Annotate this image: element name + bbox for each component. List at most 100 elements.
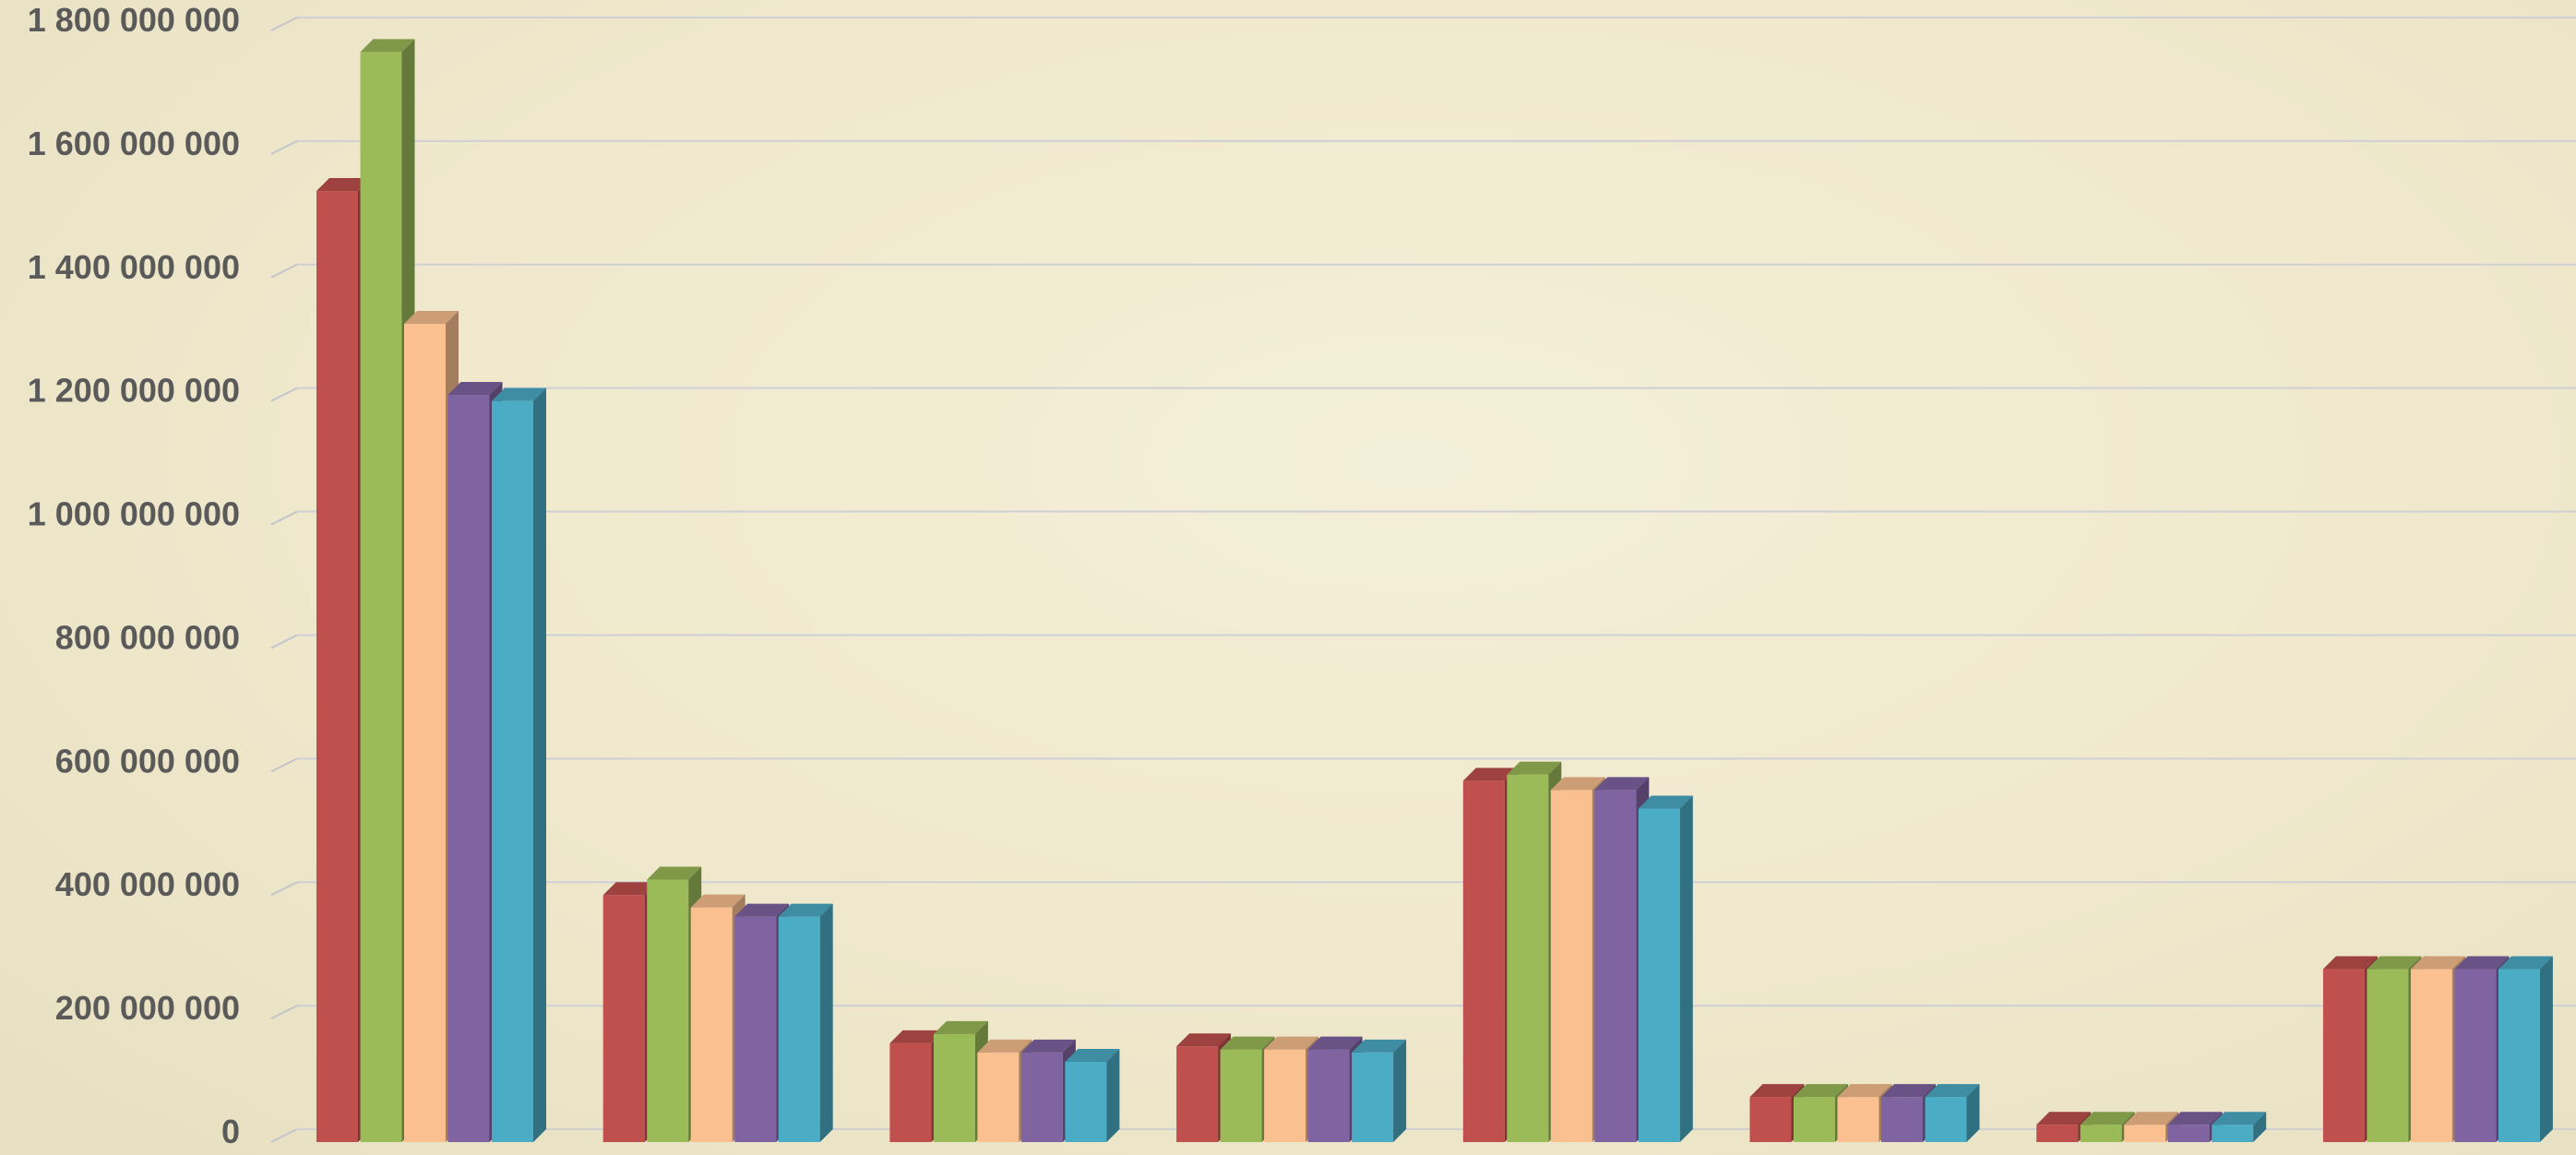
- bar-top: [1176, 1033, 1232, 1047]
- y-tick-label: 600 000 000: [55, 742, 240, 780]
- y-tick-label: 800 000 000: [55, 618, 240, 656]
- bar-front: [1220, 1049, 1262, 1142]
- bar-side: [1679, 795, 1693, 1142]
- bar-top: [602, 882, 658, 896]
- bar-top: [1925, 1084, 1980, 1098]
- gridline-depth: [270, 1005, 298, 1020]
- bar-front: [1594, 790, 1637, 1142]
- bar-top: [1749, 1084, 1805, 1098]
- bar-front: [734, 916, 777, 1142]
- bar-top: [1507, 761, 1562, 775]
- bar-front: [889, 1042, 932, 1142]
- gridline-depth: [270, 881, 298, 897]
- bar: [1065, 1048, 1120, 1142]
- bar: [1794, 1084, 1848, 1142]
- bar-top: [1638, 795, 1693, 809]
- bar-front: [2322, 969, 2365, 1142]
- bar-side: [1966, 1084, 1980, 1142]
- bar: [492, 387, 546, 1143]
- bar-top: [2036, 1112, 2092, 1125]
- bar: [1352, 1039, 1407, 1142]
- y-tick-label: 1 000 000 000: [28, 495, 240, 533]
- bar-top: [2498, 956, 2553, 970]
- bar: [933, 1020, 988, 1142]
- gridline-depth: [270, 17, 298, 31]
- bar-front: [977, 1052, 1020, 1142]
- bar-top: [647, 866, 702, 880]
- gridline-depth: [270, 263, 298, 279]
- bar-top: [933, 1020, 988, 1034]
- bar-top: [977, 1039, 1032, 1053]
- bar-side: [1106, 1048, 1120, 1142]
- bar-front: [647, 879, 689, 1142]
- bar-top: [2454, 956, 2510, 970]
- bar-front: [1462, 780, 1505, 1142]
- bar-top: [734, 903, 790, 917]
- bar-front: [1307, 1049, 1350, 1142]
- bar-top: [2322, 956, 2378, 970]
- y-tick-label: 200 000 000: [55, 989, 240, 1027]
- bar-top: [492, 387, 546, 401]
- bar-side: [819, 903, 833, 1142]
- bar-front: [1507, 774, 1549, 1142]
- bar-top: [316, 178, 371, 192]
- bar-front: [1352, 1052, 1394, 1142]
- bar-top: [1550, 777, 1605, 791]
- bar-front: [2410, 969, 2452, 1142]
- bar-top: [778, 903, 833, 917]
- bar: [2498, 956, 2553, 1142]
- y-tick-label: 1 600 000 000: [28, 125, 240, 162]
- bar-front: [1638, 808, 1680, 1142]
- gridline-depth: [270, 139, 298, 155]
- bar: [2212, 1112, 2267, 1142]
- bar-top: [1594, 777, 1650, 791]
- bar-top: [1837, 1084, 1892, 1098]
- bar-top: [404, 310, 459, 324]
- bar-top: [2080, 1112, 2135, 1125]
- bar-side: [2539, 956, 2553, 1142]
- bar-top: [1020, 1039, 1076, 1053]
- bar-front: [2498, 969, 2540, 1142]
- y-tick-label: 1 400 000 000: [28, 248, 240, 286]
- gridline-depth: [270, 757, 298, 773]
- bar-top: [1065, 1048, 1120, 1062]
- bar-front: [2367, 969, 2409, 1142]
- bar-front: [778, 916, 820, 1142]
- bar-front: [1264, 1049, 1306, 1142]
- bar-side: [2253, 1112, 2267, 1142]
- bars: [316, 39, 2553, 1143]
- bar-top: [447, 381, 503, 395]
- bar-top: [2167, 1112, 2223, 1125]
- bar-top: [1220, 1036, 1275, 1050]
- bar-top: [690, 894, 745, 908]
- bar-side: [533, 387, 546, 1143]
- gridline-depth: [270, 510, 298, 526]
- bar: [2167, 1112, 2223, 1142]
- bar: [1925, 1084, 1980, 1142]
- bar-front: [2167, 1125, 2210, 1142]
- bar-top: [360, 39, 415, 53]
- bar-front: [1881, 1097, 1923, 1142]
- bar-side: [1393, 1039, 1407, 1142]
- gridline-depth: [270, 1128, 298, 1143]
- bar-top: [1794, 1084, 1848, 1098]
- bar-front: [447, 394, 490, 1142]
- bar-front: [933, 1033, 975, 1142]
- bar-front: [1176, 1046, 1219, 1142]
- bar-front: [1837, 1097, 1879, 1142]
- bar: [778, 903, 833, 1142]
- bar-front: [1020, 1052, 1063, 1142]
- y-axis: 0 200 000 000 400 000 000 600 000 000 800 00…: [28, 1, 240, 1150]
- bar-top: [2124, 1112, 2179, 1125]
- gridline-depth: [270, 387, 298, 402]
- bar-front: [690, 907, 733, 1142]
- bar-top: [1352, 1039, 1407, 1053]
- bar-front: [1065, 1061, 1107, 1142]
- bar-front: [2454, 969, 2497, 1142]
- y-tick-label: 0: [221, 1113, 240, 1150]
- bar-top: [2367, 956, 2422, 970]
- bar-front: [2036, 1125, 2079, 1142]
- bar: [1638, 795, 1693, 1142]
